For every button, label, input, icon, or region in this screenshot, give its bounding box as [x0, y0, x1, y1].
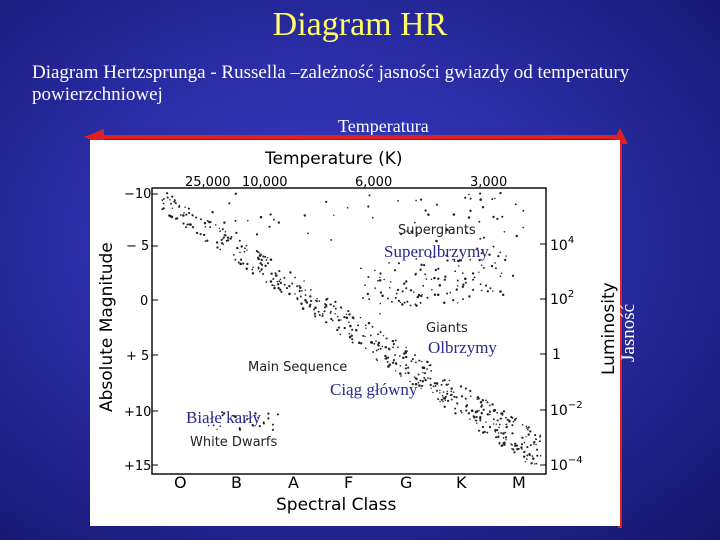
spectral-class-F: F	[344, 473, 353, 492]
ciag-glowny-label: Ciąg główny	[330, 380, 418, 399]
lum-tick-1e2: 102	[550, 289, 574, 308]
mag-tick-plus10: +10	[124, 405, 151, 420]
lum-tick-1e-4: 10−4	[550, 455, 583, 474]
mag-tick-plus5: + 5	[126, 349, 149, 364]
absolute-magnitude-label: Absolute Magnitude	[97, 242, 117, 412]
temp-tick-25000: 25,000	[185, 175, 231, 190]
temperature-axis-title: Temperature (K)	[264, 149, 403, 169]
luminosity-label: Jasność	[618, 303, 639, 362]
giants-label: Giants	[426, 321, 468, 336]
lum-tick-1e-2: 10−2	[550, 400, 583, 419]
luminosity-axis-label: Luminosity	[599, 282, 619, 375]
spectral-class-K: K	[456, 473, 467, 492]
temperature-ticks: 25,000 10,000 6,000 3,000	[185, 175, 507, 190]
lum-tick-1: 1	[552, 347, 561, 363]
mag-tick-plus15: +15	[124, 459, 151, 474]
slide-title: Diagram HR	[272, 6, 448, 43]
magnitude-ticks: −10 − 5 0 + 5 +10 +15	[124, 187, 151, 474]
temperature-label: Temperatura	[338, 116, 429, 136]
spectral-class-M: M	[512, 473, 526, 492]
biale-karly-label: Białe karły	[186, 408, 262, 427]
spectral-class-O: O	[174, 473, 187, 492]
luminosity-ticks: 104 102 1 10−2 10−4	[550, 235, 583, 474]
lum-tick-1e4: 104	[550, 235, 574, 254]
slide-subtitle: Diagram Hertzsprunga - Russella –zależno…	[32, 62, 630, 105]
spectral-class-axis-label: Spectral Class	[276, 495, 396, 515]
spectral-class-A: A	[288, 473, 299, 492]
mag-tick-0: 0	[140, 294, 148, 309]
mag-tick-minus5: − 5	[126, 239, 149, 254]
hr-diagram-figure: Temperature (K) 25,000 10,000 6,000 3,00…	[90, 140, 620, 526]
supergiants-label: Supergiants	[398, 223, 476, 238]
temp-tick-10000: 10,000	[242, 175, 288, 190]
spectral-class-B: B	[231, 473, 242, 492]
spectral-class-G: G	[400, 473, 412, 492]
white-dwarfs-label: White Dwarfs	[190, 435, 277, 450]
main-sequence-label: Main Sequence	[248, 360, 347, 375]
star-scatter	[161, 191, 542, 465]
temp-tick-3000: 3,000	[470, 175, 507, 190]
temp-tick-6000: 6,000	[355, 175, 392, 190]
plot-frame	[151, 187, 547, 475]
superolbrzymy-label: Superolbrzymy	[384, 242, 489, 261]
spectral-class-ticks: O B A F G K M	[174, 473, 526, 492]
mag-tick-minus10: −10	[124, 187, 151, 202]
olbrzymy-label: Olbrzymy	[428, 338, 497, 357]
